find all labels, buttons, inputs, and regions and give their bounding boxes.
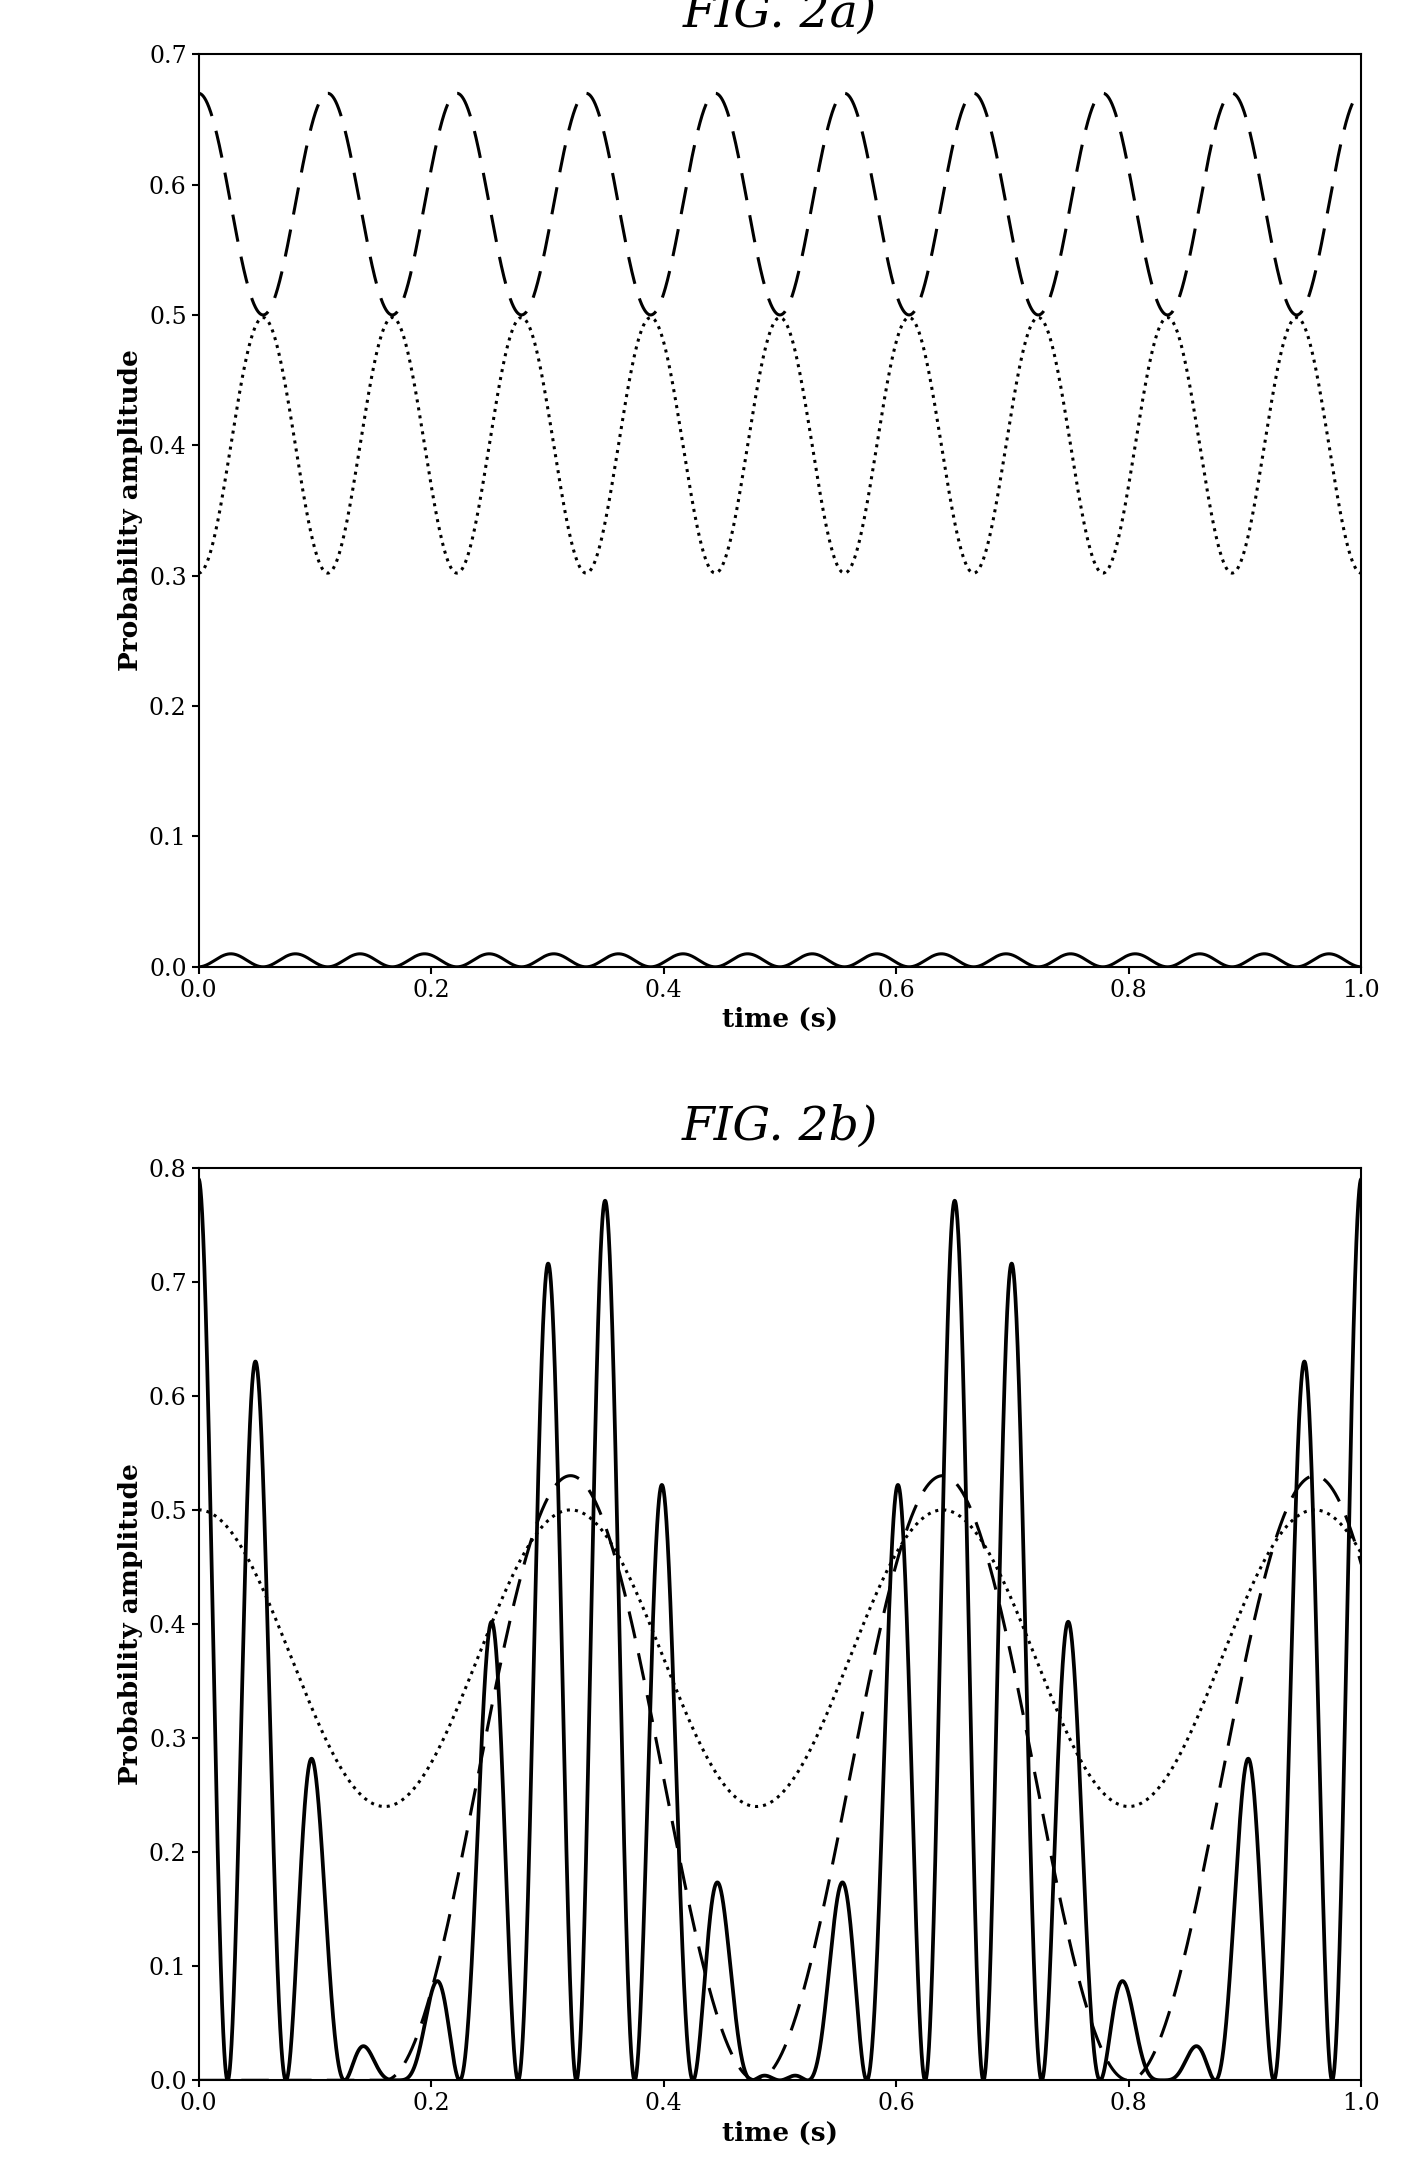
X-axis label: time (s): time (s) [722,2121,838,2145]
Title: FIG. 2b): FIG. 2b) [682,1105,878,1151]
Y-axis label: Probability amplitude: Probability amplitude [119,1463,143,1786]
Title: FIG. 2a): FIG. 2a) [683,0,876,37]
Y-axis label: Probability amplitude: Probability amplitude [119,349,143,672]
X-axis label: time (s): time (s) [722,1008,838,1031]
